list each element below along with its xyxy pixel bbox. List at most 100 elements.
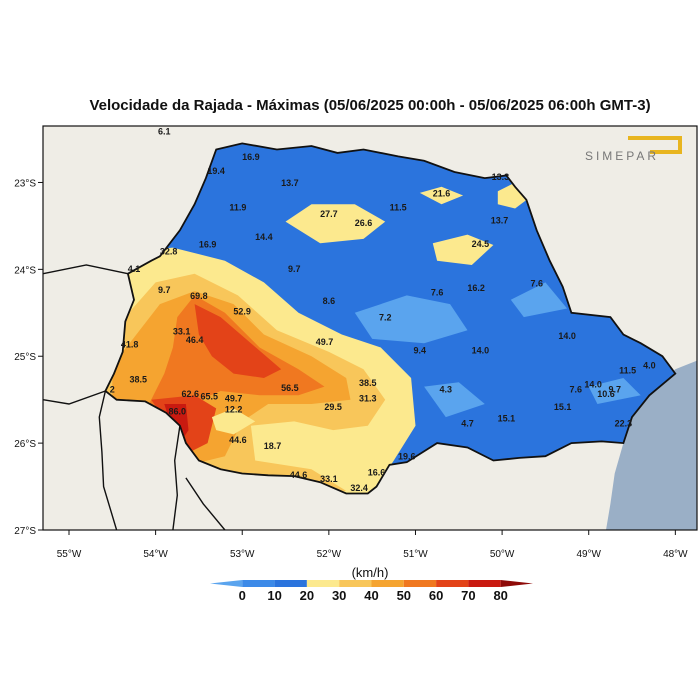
station-value-label: 49.7	[316, 337, 334, 347]
lon-tick-label: 48°W	[663, 549, 688, 560]
lon-tick-label: 50°W	[490, 549, 515, 560]
station-value-label: 32.8	[160, 247, 178, 257]
gust-contour	[354, 295, 468, 344]
logo-mark	[628, 136, 682, 154]
station-value-label: 86.0	[169, 406, 187, 416]
lat-tick-label: 23°S	[14, 178, 36, 189]
station-value-label: 46.4	[186, 335, 204, 345]
lon-tick-label: 51°W	[403, 549, 428, 560]
parana-state-border	[104, 142, 677, 495]
colorbar-swatch	[306, 580, 340, 587]
colorbar-tick-label: 10	[267, 588, 281, 603]
logo-text: SIMEPAR	[585, 149, 659, 163]
station-value-label: 16.2	[467, 283, 485, 293]
station-value-label: 16.9	[199, 240, 217, 250]
plot-frame	[42, 125, 698, 531]
lat-tick-label: 26°S	[14, 439, 36, 450]
station-value-label: 33.1	[320, 474, 338, 484]
station-value-label: 15.1	[498, 413, 516, 423]
station-value-label: 56.5	[281, 383, 299, 393]
station-value-label: 9.7	[608, 385, 621, 395]
station-value-label: 6.1	[158, 127, 171, 137]
station-value-label: 22.3	[615, 419, 633, 429]
station-value-label: 29.5	[324, 402, 342, 412]
station-value-label: 2	[110, 385, 115, 395]
colorbar-swatch	[210, 580, 243, 587]
country-borders	[43, 264, 226, 530]
station-value-label: 8.6	[323, 296, 336, 306]
station-value-label: 38.5	[359, 378, 377, 388]
station-value-label: 32.4	[350, 483, 368, 493]
lat-tick-label: 27°S	[14, 526, 36, 537]
station-values: 6.1 16.9 19.4 13.7 11.9 27.7 26.6 11.5 21.6 13.3 1…	[110, 127, 656, 493]
lon-tick-label: 53°W	[230, 549, 255, 560]
colorbar-tick-label: 70	[461, 588, 475, 603]
station-value-label: 11.5	[390, 202, 407, 212]
station-value-label: 41.8	[121, 340, 139, 350]
colorbar-swatch	[403, 580, 437, 587]
station-value-label: 7.6	[530, 279, 543, 289]
station-value-label: 10.6	[597, 389, 615, 399]
station-value-label: 16.6	[368, 467, 386, 477]
gust-contour	[510, 282, 568, 318]
gust-contour	[432, 234, 494, 265]
lat-tick-label: 24°S	[14, 265, 36, 276]
station-value-label: 13.7	[491, 215, 509, 225]
station-value-label: 9.7	[288, 264, 301, 274]
station-value-label: 49.7	[225, 393, 243, 403]
station-value-label: 38.5	[130, 374, 148, 384]
colorbar: (km/h) 0 10 20 30 40 50 60 70 80	[210, 565, 533, 603]
colorbar-tick-label: 50	[397, 588, 411, 603]
station-value-label: 4.0	[643, 360, 656, 370]
station-value-label: 27.7	[320, 209, 338, 219]
lat-tick-label: 25°S	[14, 352, 36, 363]
colorbar-swatch	[500, 580, 533, 587]
lon-tick-label: 55°W	[57, 549, 82, 560]
station-value-label: 44.6	[229, 435, 247, 445]
station-value-label: 44.6	[290, 470, 308, 480]
station-value-label: 62.6	[182, 389, 200, 399]
station-value-label: 69.8	[190, 291, 208, 301]
gust-contour	[285, 204, 386, 244]
station-value-label: 14.0	[558, 331, 576, 341]
colorbar-tick-label: 30	[332, 588, 346, 603]
chart-title: Velocidade da Rajada - Máximas (05/06/20…	[89, 97, 651, 114]
station-value-label: 9.7	[158, 285, 171, 295]
gust-contour	[424, 382, 485, 418]
station-value-label: 21.6	[433, 188, 451, 198]
station-value-label: 13.3	[492, 172, 510, 182]
gust-contour	[194, 304, 282, 378]
simepar-logo: SIMEPAR	[585, 136, 682, 163]
station-value-label: 14.4	[255, 232, 273, 242]
lon-tick-label: 54°W	[143, 549, 168, 560]
station-value-label: 26.6	[355, 218, 373, 228]
station-value-label: 24.5	[472, 239, 490, 249]
gust-contour	[211, 408, 256, 435]
station-value-label: 31.3	[359, 393, 377, 403]
colorbar-swatch	[274, 580, 307, 587]
station-value-label: 7.6	[569, 385, 582, 395]
station-value-label: 18.7	[264, 441, 282, 451]
colorbar-swatch	[242, 580, 275, 587]
station-value-label: 4.3	[440, 385, 453, 395]
station-value-label: 65.5	[201, 392, 219, 402]
lon-tick-label: 52°W	[317, 549, 342, 560]
colorbar-tick-label: 20	[300, 588, 314, 603]
ocean-area	[606, 360, 697, 530]
colorbar-tick-label: 0	[239, 588, 246, 603]
station-value-label: 11.9	[229, 202, 246, 212]
station-value-label: 33.1	[173, 327, 191, 337]
colorbar-tick-label: 60	[429, 588, 443, 603]
colorbar-tick-label: 40	[364, 588, 378, 603]
station-value-label: 13.7	[281, 178, 299, 188]
axis-ticks: 55°W 54°W 53°W 52°W 51°W 50°W 49°W 48°W 23°S 24°S…	[14, 178, 688, 560]
station-value-label: 19.4	[207, 166, 225, 176]
station-value-label: 19.6	[398, 452, 416, 462]
gust-contour	[588, 378, 641, 404]
station-value-label: 11.5	[619, 366, 636, 376]
station-value-label: 9.4	[414, 346, 427, 356]
colorbar-swatch	[339, 580, 372, 587]
gust-contour	[419, 186, 464, 205]
station-value-label: 14.0	[584, 380, 602, 390]
